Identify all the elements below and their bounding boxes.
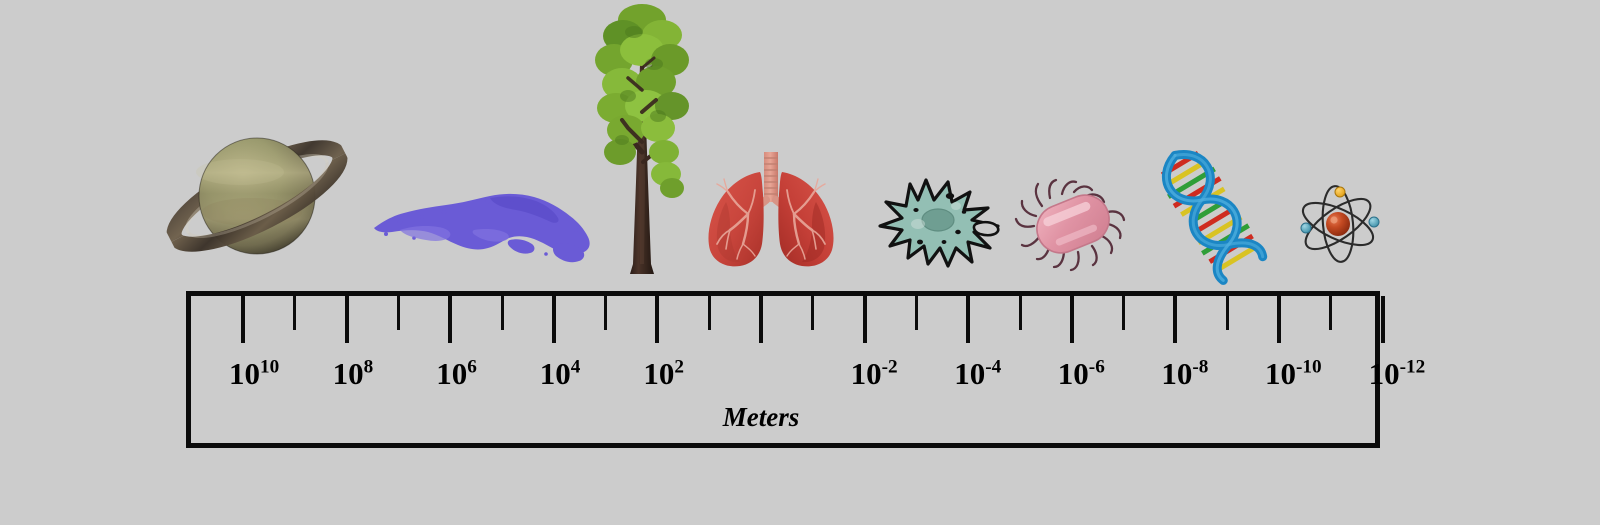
ruler-tick-tm3 (914, 296, 918, 330)
tick-label-exponent: -12 (1399, 356, 1426, 378)
tick-label-exponent: -2 (881, 356, 898, 378)
tick-label-exponent: 8 (363, 356, 374, 378)
ruler-tick-tm10 (1277, 296, 1281, 343)
tick-label-tm8: 10-8 (1161, 358, 1208, 389)
ruler-tick-tm9 (1225, 296, 1229, 330)
axis-unit-label: Meters (722, 402, 800, 432)
ruler-tick-t4 (551, 296, 556, 343)
specimen-tree (592, 2, 692, 282)
ruler-tick-tm8 (1173, 296, 1178, 343)
tick-label-base: 10 (1368, 356, 1400, 391)
ruler-tick-tm1 (811, 296, 815, 330)
ruler-tick-t6 (448, 296, 453, 343)
tick-label-base: 10 (850, 356, 882, 391)
tick-label-exponent: -8 (1192, 356, 1209, 378)
specimen-cuba (370, 172, 595, 277)
tick-label-exponent: 2 (674, 356, 684, 378)
tick-label-tm12: 10-12 (1369, 358, 1426, 389)
tick-label-base: 10 (332, 356, 364, 391)
tick-label-tm10: 10-10 (1265, 358, 1322, 389)
tick-label-exponent: 6 (467, 356, 477, 378)
ruler-tick-t10 (241, 296, 245, 343)
tick-label-exponent: -4 (985, 356, 1002, 378)
ruler-tick-t9 (293, 296, 297, 330)
specimen-atom (1292, 178, 1384, 270)
tick-label-t10: 1010 (229, 358, 279, 389)
ruler-tick-tm11 (1329, 296, 1333, 330)
tick-label-base: 10 (436, 356, 468, 391)
tick-label-exponent: -6 (1088, 356, 1105, 378)
tick-label-tm4: 10-4 (954, 358, 1001, 389)
ruler-tick-t3 (604, 296, 608, 330)
meter-scale-ruler (186, 291, 1380, 448)
ruler-tick-tm4 (966, 296, 971, 343)
tick-label-tm6: 10-6 (1058, 358, 1105, 389)
ruler-tick-t0 (759, 296, 763, 343)
tick-label-exponent: -10 (1296, 356, 1322, 378)
specimen-bacterium (1014, 172, 1130, 276)
ruler-tick-t5 (500, 296, 504, 330)
tick-label-t8: 108 (333, 358, 374, 389)
ruler-tick-tm5 (1018, 296, 1022, 330)
tick-label-t6: 106 (436, 358, 477, 389)
tick-label-exponent: 10 (260, 356, 280, 378)
tick-label-base: 10 (954, 356, 986, 391)
tick-label-base: 10 (229, 356, 260, 391)
specimen-amoeba (872, 170, 1006, 274)
tick-label-tm2: 10-2 (851, 358, 898, 389)
ruler-tick-t1 (707, 296, 711, 330)
tick-label-exponent: 4 (570, 356, 581, 378)
specimen-saturn (160, 112, 355, 277)
tick-label-base: 10 (1265, 356, 1296, 391)
tick-layer: 1010 108 106 104 102 10-2 10-4 10-6 10-8 10-10 10-… (186, 296, 1425, 448)
tick-label-base: 10 (643, 356, 675, 391)
specimen-dna (1148, 142, 1270, 285)
ruler-tick-tm7 (1122, 296, 1126, 330)
ruler-tick-t8 (344, 296, 349, 343)
ruler-tick-tm12 (1380, 296, 1385, 343)
ruler-tick-tm2 (862, 296, 867, 343)
tick-label-base: 10 (1161, 356, 1193, 391)
tick-label-t4: 104 (540, 358, 581, 389)
ruler-tick-tm6 (1069, 296, 1074, 343)
tick-label-base: 10 (1057, 356, 1089, 391)
ruler-tick-t7 (396, 296, 400, 330)
specimen-lungs (690, 150, 852, 278)
tick-label-t2: 102 (643, 358, 684, 389)
tick-label-base: 10 (539, 356, 571, 391)
ruler-tick-t2 (655, 296, 660, 343)
